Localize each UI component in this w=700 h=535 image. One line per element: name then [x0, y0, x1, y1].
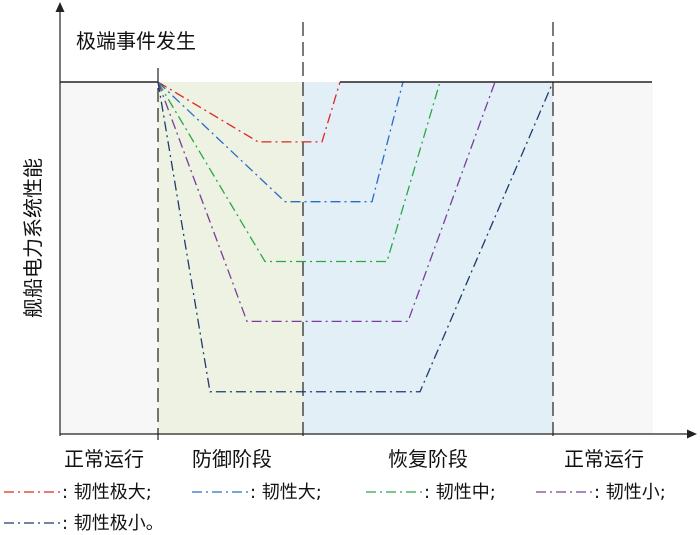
legend-label-4: : 韧性小;: [594, 482, 666, 503]
y-axis-label: 舰船电力系统性能: [21, 158, 45, 318]
curve-1: [157, 81, 341, 143]
phase-label-recovery: 恢复阶段: [388, 447, 468, 471]
phase-label-defense: 防御阶段: [192, 447, 272, 471]
x-axis-arrow: [687, 429, 697, 439]
phase-bg-defense: [158, 82, 303, 434]
legend-label-5: : 韧性极小。: [62, 513, 164, 534]
curve-4: [157, 81, 496, 323]
event-label: 极端事件发生: [76, 29, 196, 53]
phase-label-normal-right: 正常运行: [564, 447, 644, 471]
legend-label-1: : 韧性极大;: [62, 482, 152, 503]
performance-curves: [157, 81, 554, 393]
curve-3: [157, 81, 441, 263]
curve-2: [157, 81, 404, 203]
legend-label-3: : 韧性中;: [424, 482, 496, 503]
legend: : 韧性极大; : 韧性大; : 韧性中; : 韧性小; : 韧性极小。: [4, 482, 666, 534]
y-axis-arrow: [55, 2, 65, 12]
legend-label-2: : 韧性大;: [250, 482, 322, 503]
phase-label-normal-left: 正常运行: [64, 447, 144, 471]
phase-bg-normal-right: [553, 82, 653, 434]
phase-bg-recovery: [303, 82, 553, 434]
phase-bg-normal-left: [60, 82, 158, 434]
